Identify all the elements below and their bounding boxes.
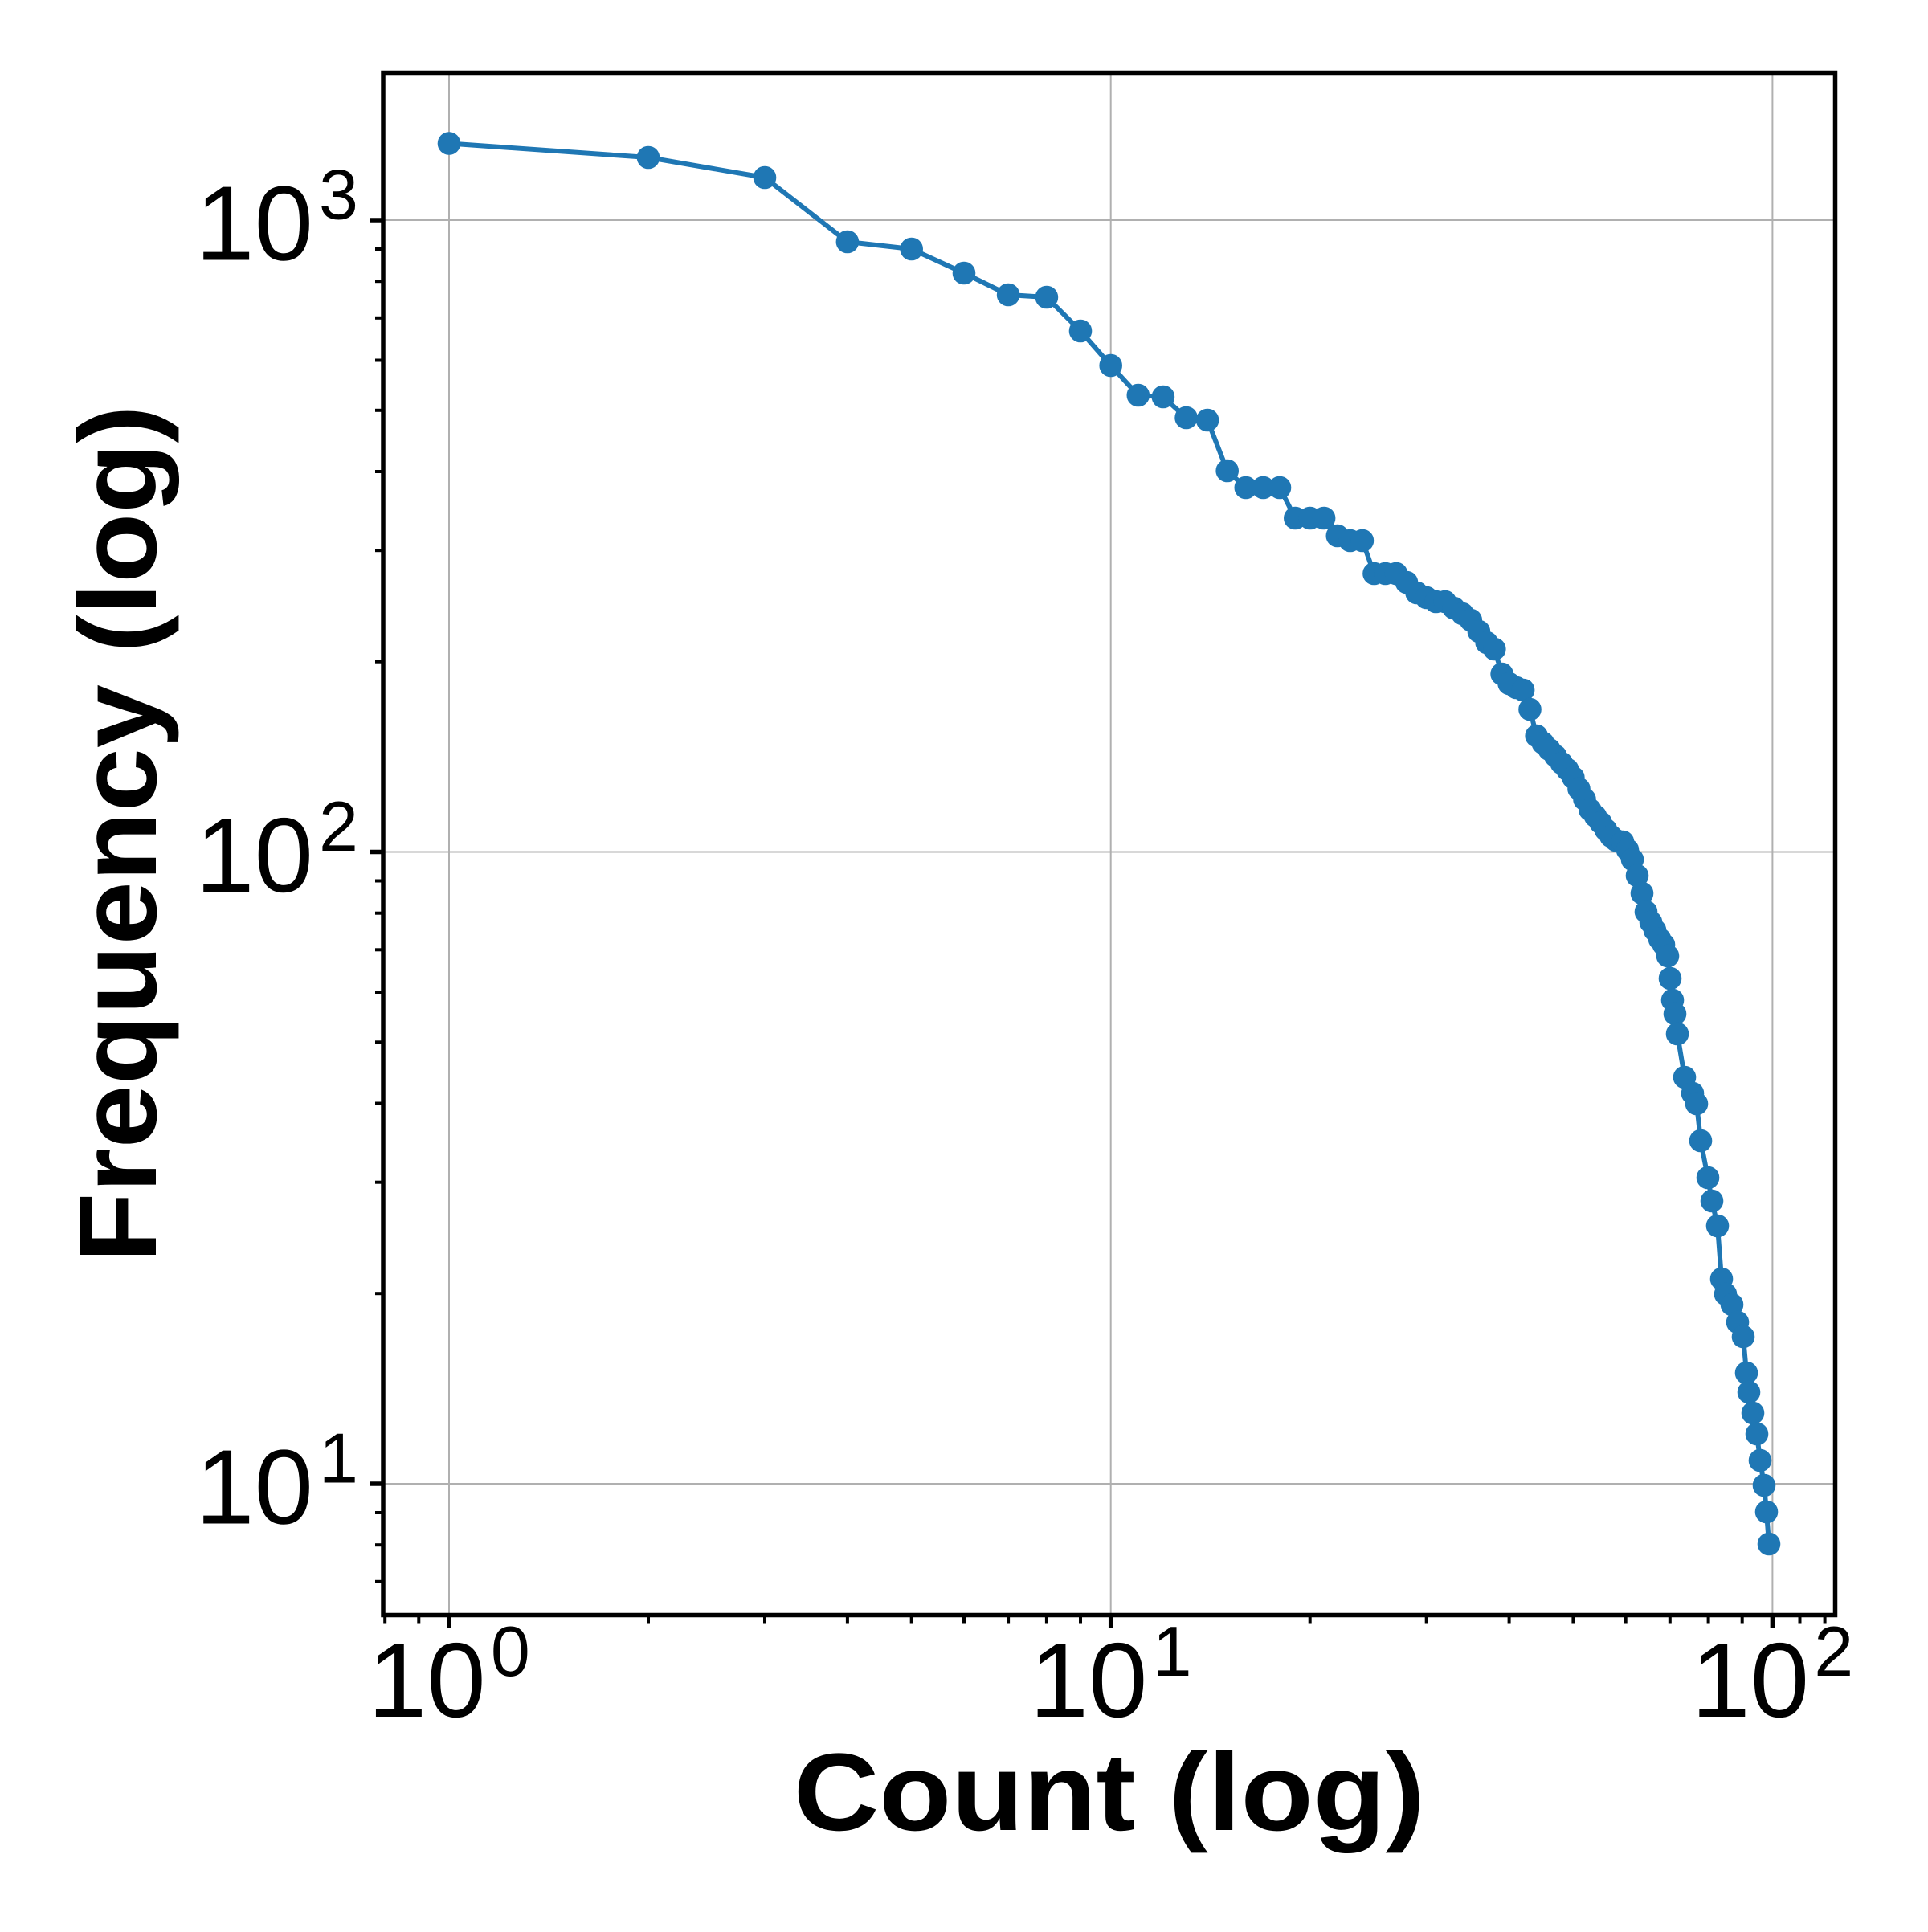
svg-text:10: 10 [195, 796, 313, 914]
svg-text:10: 10 [195, 1428, 313, 1546]
svg-text:Frequency (log): Frequency (log) [57, 406, 180, 1263]
svg-text:10: 10 [368, 1621, 486, 1739]
svg-text:2: 2 [319, 786, 358, 866]
svg-text:1: 1 [1153, 1611, 1192, 1691]
svg-text:Count (log): Count (log) [794, 1731, 1425, 1854]
svg-text:3: 3 [319, 155, 358, 235]
svg-text:10: 10 [1030, 1621, 1148, 1739]
svg-text:10: 10 [195, 165, 313, 283]
svg-text:10: 10 [1691, 1621, 1809, 1739]
svg-text:0: 0 [491, 1611, 530, 1691]
svg-text:1: 1 [319, 1419, 358, 1498]
svg-text:2: 2 [1814, 1611, 1853, 1691]
